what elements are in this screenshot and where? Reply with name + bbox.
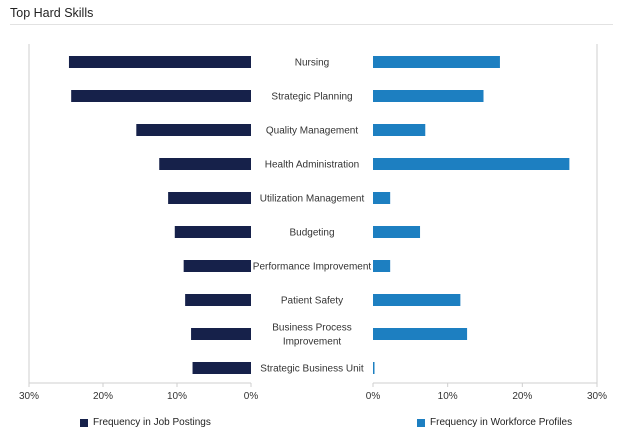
category-label: Budgeting [289,228,334,239]
bar-job-postings[interactable] [174,226,251,238]
bar-workforce-profiles[interactable] [373,56,500,68]
category-label: Utilization Management [260,194,365,205]
title-divider [10,24,613,25]
category-label: Patient Safety [281,296,343,307]
bar-workforce-profiles[interactable] [373,124,426,136]
bar-workforce-profiles[interactable] [373,294,461,306]
x-tick-label-right: 10% [438,391,458,402]
category-label: Strategic Planning [271,92,352,103]
legend-label-workforce-profiles: Frequency in Workforce Profiles [430,417,573,428]
x-tick-label-right: 0% [366,391,381,402]
legend-item-workforce-profiles[interactable]: Frequency in Workforce Profiles [417,417,572,428]
bar-job-postings[interactable] [192,362,251,374]
x-tick-label-left: 30% [19,391,39,402]
category-label: Business Process Improvement [272,323,351,348]
bar-workforce-profiles[interactable] [373,90,484,102]
legend-label-job-postings: Frequency in Job Postings [93,417,211,428]
category-label: Health Administration [265,160,360,171]
x-tick-label-left: 0% [244,391,259,402]
bar-job-postings[interactable] [191,328,251,340]
bar-workforce-profiles[interactable] [373,362,375,374]
bar-job-postings[interactable] [71,90,252,102]
bar-workforce-profiles[interactable] [373,328,468,340]
bar-job-postings[interactable] [136,124,251,136]
category-label: Quality Management [266,126,358,137]
bar-workforce-profiles[interactable] [373,158,570,170]
x-tick-label-left: 10% [167,391,187,402]
bar-workforce-profiles[interactable] [373,226,421,238]
legend-item-job-postings[interactable]: Frequency in Job Postings [80,417,211,428]
category-label: Strategic Business Unit [260,364,364,375]
bar-job-postings[interactable] [168,192,251,204]
bar-job-postings[interactable] [159,158,251,170]
bar-job-postings[interactable] [68,56,252,68]
bar-workforce-profiles[interactable] [373,260,391,272]
legend-swatch-job-postings [80,418,88,427]
bar-job-postings[interactable] [183,260,251,272]
x-tick-label-left: 20% [93,391,113,402]
category-label: Nursing [295,58,329,69]
x-tick-label-right: 20% [512,391,532,402]
category-label: Performance Improvement [253,262,372,273]
chart-title: Top Hard Skills [10,6,94,20]
bar-workforce-profiles[interactable] [373,192,391,204]
bar-job-postings[interactable] [185,294,251,306]
x-tick-label-right: 30% [587,391,607,402]
legend-swatch-workforce-profiles [417,418,425,427]
